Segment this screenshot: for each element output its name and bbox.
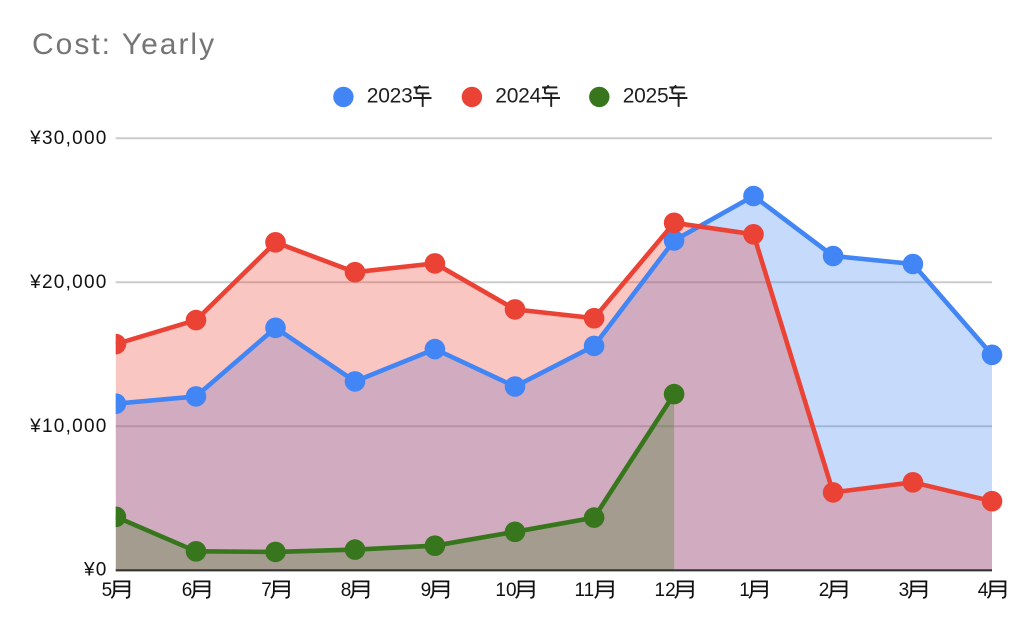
svg-text:5: 5: [102, 580, 113, 601]
svg-text:12: 12: [655, 580, 676, 601]
svg-text:3: 3: [899, 580, 910, 601]
svg-text:6: 6: [182, 580, 193, 601]
svg-text:¥10,000: ¥10,000: [29, 416, 107, 437]
svg-text:¥0: ¥0: [83, 560, 108, 581]
svg-text:7: 7: [261, 580, 272, 601]
svg-text:10: 10: [495, 580, 516, 601]
svg-text:4: 4: [978, 580, 989, 601]
svg-text:9: 9: [421, 580, 432, 601]
svg-text:¥30,000: ¥30,000: [29, 128, 107, 149]
svg-text:8: 8: [341, 580, 352, 601]
svg-text:1: 1: [739, 580, 750, 601]
svg-text:Cost: Yearly: Cost: Yearly: [32, 28, 216, 61]
svg-text:2: 2: [819, 580, 830, 601]
svg-text:2024: 2024: [495, 84, 541, 107]
svg-text:11: 11: [575, 580, 595, 601]
svg-text:2025: 2025: [623, 84, 669, 107]
svg-text:2023: 2023: [367, 84, 413, 107]
svg-text:¥20,000: ¥20,000: [29, 272, 107, 293]
